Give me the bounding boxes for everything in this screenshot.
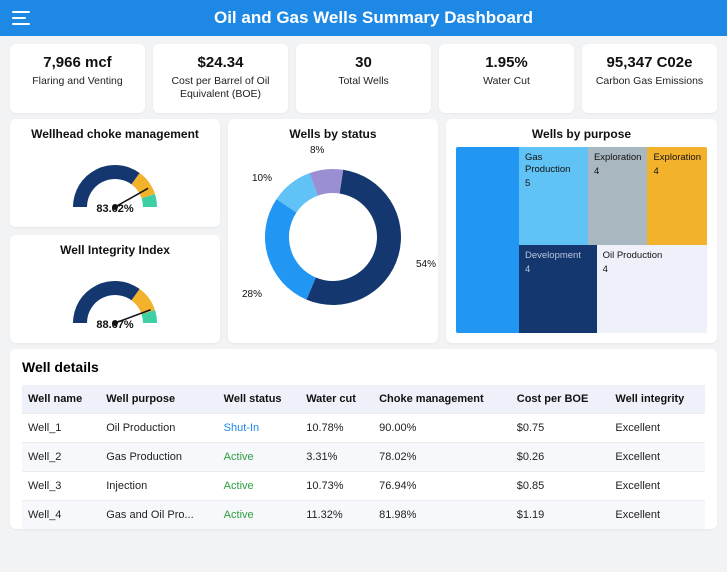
kpi-card[interactable]: 1.95% Water Cut <box>439 44 574 113</box>
cell-name: Well_1 <box>22 414 100 443</box>
kpi-label: Total Wells <box>304 75 423 88</box>
table-header[interactable]: Well status <box>218 385 301 414</box>
cell-integrity: Excellent <box>609 443 705 472</box>
table-row[interactable]: Well_4Gas and Oil Pro...Active11.32%81.9… <box>22 501 705 530</box>
table-header[interactable]: Well integrity <box>609 385 705 414</box>
details-title: Well details <box>22 359 705 375</box>
kpi-value: 30 <box>304 54 423 71</box>
cell-water: 10.73% <box>300 472 373 501</box>
card-title: Well Integrity Index <box>20 243 210 257</box>
table-row[interactable]: Well_1Oil ProductionShut-In10.78%90.00%$… <box>22 414 705 443</box>
treemap-label: Exploration <box>594 152 642 164</box>
cell-cost: $0.85 <box>511 472 610 501</box>
kpi-value: 95,347 C02e <box>590 54 709 71</box>
cell-integrity: Excellent <box>609 414 705 443</box>
details-table: Well nameWell purposeWell statusWater cu… <box>22 385 705 529</box>
wells-by-status-card: Wells by status 54% 28% 10% 8% <box>228 119 438 343</box>
choke-gauge-value: 83.62% <box>96 203 133 215</box>
wells-by-purpose-card: Wells by purpose Gas Production 5 Explora… <box>446 119 717 343</box>
kpi-card[interactable]: $24.34 Cost per Barrel of Oil Equivalent … <box>153 44 288 113</box>
cell-integrity: Excellent <box>609 472 705 501</box>
kpi-card[interactable]: 30 Total Wells <box>296 44 431 113</box>
kpi-card[interactable]: 95,347 C02e Carbon Gas Emissions <box>582 44 717 113</box>
treemap-count: 4 <box>653 166 701 178</box>
donut-label-10: 10% <box>252 173 272 184</box>
table-header[interactable]: Water cut <box>300 385 373 414</box>
cell-choke: 90.00% <box>373 414 511 443</box>
status-donut <box>248 147 418 317</box>
treemap-oil-production[interactable]: Oil Production 4 <box>597 245 707 333</box>
treemap-label: Gas Production <box>525 152 582 176</box>
treemap-all[interactable] <box>456 147 519 333</box>
cell-integrity: Excellent <box>609 501 705 530</box>
kpi-label: Water Cut <box>447 75 566 88</box>
cell-cost: $0.75 <box>511 414 610 443</box>
cell-status: Active <box>218 472 301 501</box>
treemap-count: 5 <box>525 178 582 190</box>
kpi-value: 7,966 mcf <box>18 54 137 71</box>
integrity-gauge-value: 88.67% <box>96 319 133 331</box>
kpi-row: 7,966 mcf Flaring and Venting $24.34 Cost p… <box>0 36 727 119</box>
cell-name: Well_3 <box>22 472 100 501</box>
card-title: Wells by purpose <box>456 127 707 141</box>
page-title: Oil and Gas Wells Summary Dashboard <box>32 8 715 28</box>
table-header[interactable]: Choke management <box>373 385 511 414</box>
kpi-label: Flaring and Venting <box>18 75 137 88</box>
cell-water: 11.32% <box>300 501 373 530</box>
cell-choke: 76.94% <box>373 472 511 501</box>
table-header[interactable]: Well purpose <box>100 385 217 414</box>
app-header: Oil and Gas Wells Summary Dashboard <box>0 0 727 36</box>
cell-water: 3.31% <box>300 443 373 472</box>
cell-water: 10.78% <box>300 414 373 443</box>
menu-icon[interactable] <box>12 11 32 25</box>
cell-purpose: Gas Production <box>100 443 217 472</box>
cell-purpose: Oil Production <box>100 414 217 443</box>
cell-purpose: Injection <box>100 472 217 501</box>
cell-cost: $1.19 <box>511 501 610 530</box>
table-header-row: Well nameWell purposeWell statusWater cu… <box>22 385 705 414</box>
cell-cost: $0.26 <box>511 443 610 472</box>
treemap-exploration-1[interactable]: Exploration 4 <box>588 147 648 245</box>
kpi-value: 1.95% <box>447 54 566 71</box>
well-details-card: Well details Well nameWell purposeWell s… <box>10 349 717 529</box>
cell-name: Well_4 <box>22 501 100 530</box>
cell-status: Shut-In <box>218 414 301 443</box>
table-header[interactable]: Well name <box>22 385 100 414</box>
treemap-count: 4 <box>594 166 642 178</box>
treemap-development[interactable]: Development 4 <box>519 245 597 333</box>
cell-choke: 81.98% <box>373 501 511 530</box>
donut-label-28: 28% <box>242 289 262 300</box>
treemap-gas-production[interactable]: Gas Production 5 <box>519 147 588 245</box>
treemap: Gas Production 5 Exploration 4 Exploration… <box>456 147 707 333</box>
cell-status: Active <box>218 443 301 472</box>
table-row[interactable]: Well_2Gas ProductionActive3.31%78.02%$0.… <box>22 443 705 472</box>
treemap-exploration-2[interactable]: Exploration 4 <box>647 147 707 245</box>
card-title: Wells by status <box>238 127 428 141</box>
treemap-label: Development <box>525 250 591 262</box>
integrity-gauge-card: Well Integrity Index 88.67% <box>10 235 220 343</box>
kpi-value: $24.34 <box>161 54 280 71</box>
donut-label-54: 54% <box>416 259 436 270</box>
charts-row: Wellhead choke management 83.62% Well In… <box>0 119 727 349</box>
table-body: Well_1Oil ProductionShut-In10.78%90.00%$… <box>22 414 705 530</box>
treemap-count: 4 <box>603 264 701 276</box>
choke-gauge-card: Wellhead choke management 83.62% <box>10 119 220 227</box>
donut-label-8: 8% <box>310 145 324 156</box>
treemap-label: Oil Production <box>603 250 701 262</box>
cell-choke: 78.02% <box>373 443 511 472</box>
kpi-card[interactable]: 7,966 mcf Flaring and Venting <box>10 44 145 113</box>
cell-purpose: Gas and Oil Pro... <box>100 501 217 530</box>
table-row[interactable]: Well_3InjectionActive10.73%76.94%$0.85Ex… <box>22 472 705 501</box>
kpi-label: Cost per Barrel of Oil Equivalent (BOE) <box>161 75 280 101</box>
kpi-label: Carbon Gas Emissions <box>590 75 709 88</box>
cell-name: Well_2 <box>22 443 100 472</box>
cell-status: Active <box>218 501 301 530</box>
treemap-label: Exploration <box>653 152 701 164</box>
treemap-count: 4 <box>525 264 591 276</box>
card-title: Wellhead choke management <box>20 127 210 141</box>
table-header[interactable]: Cost per BOE <box>511 385 610 414</box>
